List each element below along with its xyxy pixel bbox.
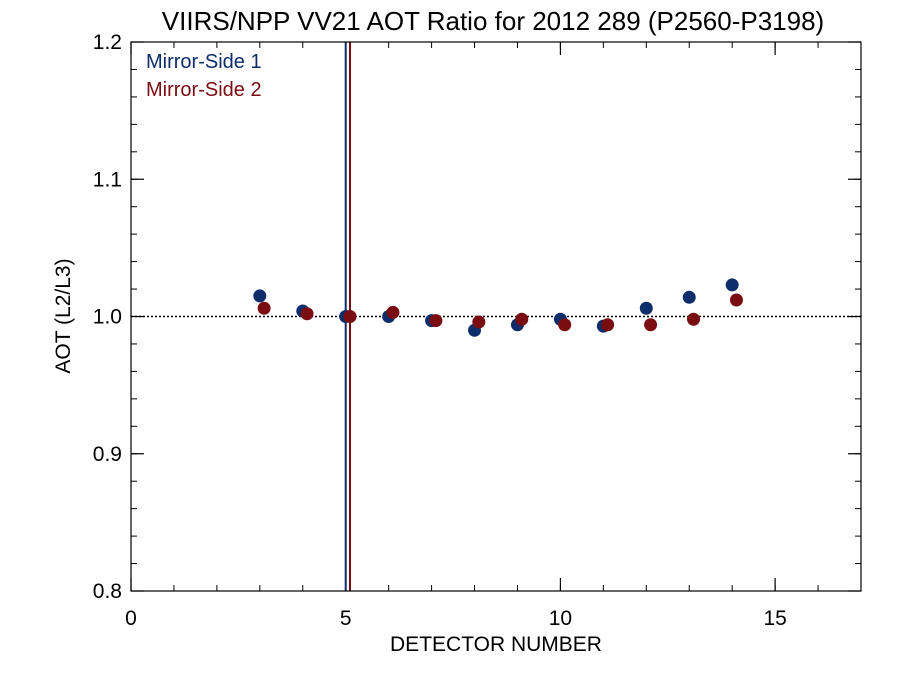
x-tick-label: 15 xyxy=(763,607,786,630)
point-mirror-side-2 xyxy=(601,318,615,332)
point-mirror-side-2 xyxy=(558,318,572,332)
point-mirror-side-2 xyxy=(729,293,743,307)
x-tick-label: 10 xyxy=(549,607,572,630)
point-mirror-side-1 xyxy=(639,301,653,315)
point-mirror-side-1 xyxy=(682,290,696,304)
point-mirror-side-2 xyxy=(386,305,400,319)
y-tick-label: 1.2 xyxy=(93,31,122,54)
point-mirror-side-2 xyxy=(343,310,357,323)
point-mirror-side-2 xyxy=(300,307,314,321)
legend-mirror-side-1: Mirror-Side 1 xyxy=(146,51,262,73)
y-tick-labels: 0.8 0.9 1.0 1.1 1.2 xyxy=(93,31,122,603)
point-mirror-side-2 xyxy=(257,301,271,315)
x-axis-label: DETECTOR NUMBER xyxy=(390,633,602,656)
y-tick-label: 1.0 xyxy=(93,306,122,329)
chart-title: VIIRS/NPP VV21 AOT Ratio for 2012 289 (P… xyxy=(162,6,824,36)
y-tick-label: 0.8 xyxy=(93,580,122,603)
point-mirror-side-2 xyxy=(472,315,486,329)
y-axis-label: AOT (L2/L3) xyxy=(52,258,75,373)
point-mirror-side-2 xyxy=(644,318,658,332)
point-mirror-side-2 xyxy=(687,312,701,326)
x-tick-label: 5 xyxy=(340,607,352,630)
plot-frame xyxy=(130,41,862,592)
point-mirror-side-1 xyxy=(253,289,267,303)
y-tick-label: 0.9 xyxy=(93,443,122,466)
x-tick-label: 0 xyxy=(125,607,137,630)
y-tick-label: 1.1 xyxy=(93,168,122,191)
x-tick-labels: 0 5 10 15 xyxy=(125,607,787,630)
legend-mirror-side-2: Mirror-Side 2 xyxy=(146,79,262,101)
point-mirror-side-2 xyxy=(429,314,443,328)
point-mirror-side-1 xyxy=(725,278,739,292)
point-mirror-side-2 xyxy=(515,312,529,326)
data-points xyxy=(253,278,743,337)
